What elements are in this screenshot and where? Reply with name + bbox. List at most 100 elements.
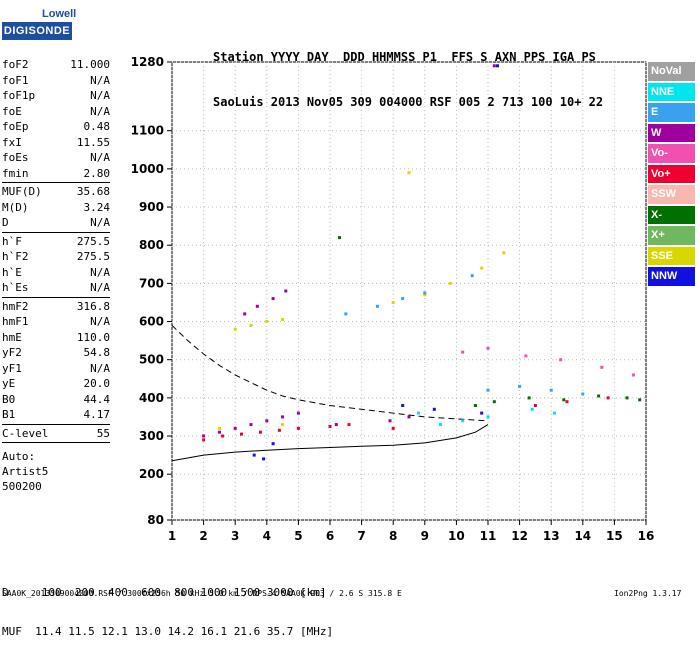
data-point <box>496 64 499 68</box>
param-name: B1 <box>2 408 16 421</box>
version-label: Ion2Png 1.3.17 <box>614 589 682 598</box>
y-tick-label: 1100 <box>131 124 164 138</box>
data-point <box>600 365 604 369</box>
data-point <box>473 404 477 407</box>
data-point <box>271 442 275 446</box>
data-point <box>217 426 221 430</box>
y-tick-label: 800 <box>139 238 164 252</box>
data-point <box>439 423 443 427</box>
logo-bottom-text: DIGISONDE <box>2 22 72 40</box>
data-point <box>423 291 427 295</box>
data-point <box>470 274 474 278</box>
y-tick-label: 80 <box>147 513 164 527</box>
x-tick-label: 10 <box>448 529 465 543</box>
ionogram-chart: 1 2 3 4 5 6 7 8 9 10 11 12 13 14 15 16 8020030040050060… <box>131 55 655 543</box>
param-value: N/A <box>90 89 110 102</box>
param-row: fxI 11.55 <box>2 135 110 151</box>
legend-item: X- <box>648 205 695 224</box>
data-point <box>277 428 281 432</box>
data-point <box>638 398 642 402</box>
x-tick-label: 6 <box>326 529 334 543</box>
legend-item: SSE <box>648 246 695 265</box>
data-point <box>221 434 225 438</box>
data-point <box>492 64 496 68</box>
param-name: fxI <box>2 135 22 149</box>
data-point <box>625 396 629 400</box>
param-name: fmin <box>2 166 29 180</box>
data-point <box>486 346 490 350</box>
data-point <box>423 293 427 297</box>
station-header: Station YYYY DAY DDD HHMMSS P1 FFS S AXN… <box>213 20 603 125</box>
legend-item: NNW <box>648 267 695 286</box>
data-point <box>240 432 243 436</box>
data-point <box>401 297 405 301</box>
param-value: 20.0 <box>83 377 111 390</box>
data-point <box>480 411 484 415</box>
param-row: yE 20.0 <box>2 376 110 392</box>
x-tick-label: 7 <box>357 529 365 543</box>
param-row: foF2 11.000 <box>2 57 110 73</box>
param-value: 11.55 <box>76 135 110 149</box>
param-row: h`E N/A <box>2 265 110 281</box>
x-axis: 1 2 3 4 5 6 7 8 9 10 11 12 13 14 15 16 <box>168 520 654 543</box>
header-labels: Station YYYY DAY DDD HHMMSS P1 FFS S AXN… <box>213 50 596 64</box>
auto-line: Artist5 <box>2 465 49 478</box>
x-tick-label: 8 <box>389 529 397 543</box>
param-name: foF2 <box>2 58 29 71</box>
data-point <box>296 411 300 415</box>
data-point <box>407 171 411 175</box>
x-tick-label: 2 <box>199 529 207 543</box>
param-name: hmF1 <box>2 315 29 328</box>
data-point <box>565 400 569 404</box>
data-point <box>233 327 237 331</box>
data-point <box>281 415 285 419</box>
param-value: 55 <box>96 426 110 440</box>
auto-line: 500200 <box>2 480 42 493</box>
data-point <box>461 350 465 354</box>
x-tick-label: 13 <box>543 529 560 543</box>
param-row: foEs N/A <box>2 150 110 166</box>
data-point <box>265 320 269 323</box>
data-point <box>480 266 484 270</box>
param-name: yF2 <box>2 346 22 359</box>
data-point <box>401 404 405 407</box>
data-point <box>562 398 566 402</box>
param-name: MUF(D) <box>2 185 42 198</box>
legend-item: W <box>648 123 695 142</box>
param-name: h`Es <box>2 281 29 294</box>
separator <box>2 423 110 425</box>
data-point <box>281 423 285 427</box>
y-tick-label: 300 <box>139 429 164 443</box>
grid <box>171 61 647 521</box>
data-point <box>252 453 256 457</box>
param-name: h`E <box>2 265 22 279</box>
data-point <box>344 312 348 316</box>
param-row: foF1p N/A <box>2 88 110 104</box>
data-point <box>549 388 553 392</box>
param-row: B0 44.4 <box>2 392 110 408</box>
curve-profile <box>171 325 489 422</box>
param-value: N/A <box>90 315 110 328</box>
param-row: hmF2 316.8 <box>2 299 110 315</box>
param-value: 44.4 <box>83 392 111 406</box>
x-tick-label: 9 <box>421 529 429 543</box>
data-point <box>502 251 506 255</box>
param-name: foEs <box>2 151 29 164</box>
param-name: foF1 <box>2 73 29 87</box>
data-point <box>432 407 436 411</box>
curves <box>171 325 489 462</box>
data-point <box>259 430 262 434</box>
y-tick-label: 500 <box>139 353 164 367</box>
data-point <box>265 419 269 423</box>
param-row: hmE 110.0 <box>2 330 110 346</box>
param-value: N/A <box>90 151 110 164</box>
param-row: yF1 N/A <box>2 361 110 377</box>
param-value: 2.80 <box>83 166 111 180</box>
param-row: M(D) 3.24 <box>2 200 110 216</box>
data-point <box>281 318 285 322</box>
parameter-panel: foF2 11.000 foF1 N/A foF1p N/A foE N/A foEp 0.48 f… <box>2 57 110 494</box>
legend-item: NNE <box>648 82 695 101</box>
legend-item: NoVal <box>648 62 695 81</box>
data-point <box>338 236 341 240</box>
data-point <box>492 400 496 404</box>
